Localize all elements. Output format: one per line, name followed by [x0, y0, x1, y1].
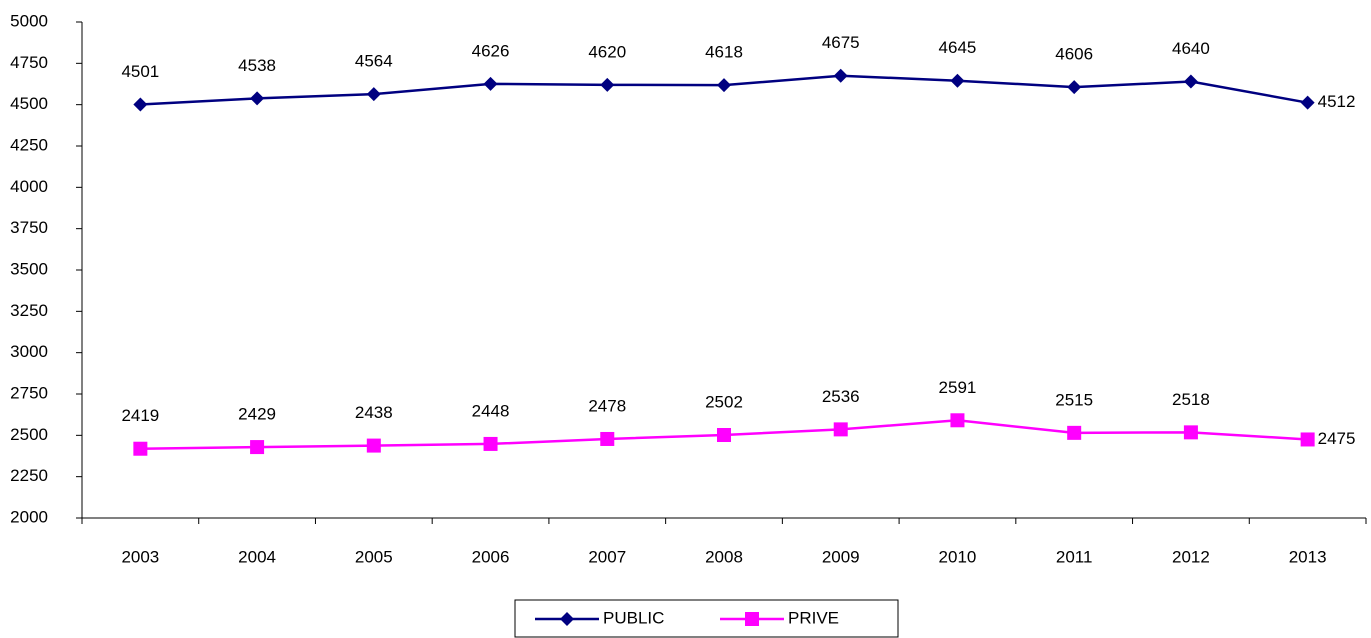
x-tick-label: 2006 [472, 547, 510, 566]
legend-marker [560, 612, 574, 626]
y-tick-label: 4500 [10, 94, 48, 113]
point [833, 422, 848, 437]
point [600, 431, 615, 446]
point [833, 68, 848, 83]
x-tick-label: 2009 [822, 547, 860, 566]
y-tick-label: 4250 [10, 135, 48, 154]
x-tick-label: 2010 [939, 547, 977, 566]
data-label: 2438 [355, 403, 393, 422]
point [1183, 425, 1198, 440]
y-tick-label: 2750 [10, 383, 48, 402]
point [1067, 80, 1082, 95]
data-label: 2478 [588, 396, 626, 415]
point [366, 438, 381, 453]
data-label: 2515 [1055, 390, 1093, 409]
data-label: 2475 [1318, 429, 1356, 448]
y-tick-label: 3750 [10, 218, 48, 237]
data-label: 4618 [705, 43, 743, 62]
point [250, 440, 265, 455]
y-tick-label: 2000 [10, 507, 48, 526]
point [483, 76, 498, 91]
data-label: 2536 [822, 387, 860, 406]
point [483, 436, 498, 451]
point [1067, 425, 1082, 440]
legend-label: PUBLIC [603, 608, 664, 627]
y-tick-label: 4000 [10, 177, 48, 196]
point [717, 78, 731, 93]
x-tick-label: 2013 [1289, 547, 1327, 566]
data-label: 4675 [822, 33, 860, 52]
x-tick-label: 2005 [355, 547, 393, 566]
y-tick-label: 4750 [10, 53, 48, 72]
data-label: 4606 [1055, 45, 1093, 64]
data-label: 4501 [121, 62, 159, 81]
legend-marker [745, 612, 759, 626]
data-label: 4645 [939, 38, 977, 57]
data-label: 2429 [238, 405, 276, 424]
y-tick-label: 2500 [10, 425, 48, 444]
data-label: 4620 [588, 42, 626, 61]
y-tick-label: 3500 [10, 259, 48, 278]
data-label: 2518 [1172, 390, 1210, 409]
x-tick-label: 2012 [1172, 547, 1210, 566]
point [250, 91, 265, 106]
x-tick-label: 2007 [588, 547, 626, 566]
data-label: 2448 [472, 401, 510, 420]
point [600, 77, 615, 92]
x-tick-label: 2004 [238, 547, 276, 566]
point [1183, 74, 1198, 89]
data-label: 2591 [939, 378, 977, 397]
data-label: 4640 [1172, 39, 1210, 58]
y-tick-label: 3250 [10, 301, 48, 320]
point [950, 413, 965, 428]
data-label: 4538 [238, 56, 276, 75]
point [133, 441, 148, 456]
point [717, 428, 731, 443]
y-tick-label: 2250 [10, 466, 48, 485]
data-label: 2502 [705, 392, 743, 411]
y-tick-label: 3000 [10, 342, 48, 361]
point [950, 73, 965, 88]
x-tick-label: 2003 [121, 547, 159, 566]
x-tick-label: 2008 [705, 547, 743, 566]
point [133, 97, 148, 112]
data-label: 4512 [1318, 92, 1356, 111]
data-label: 4626 [472, 41, 510, 60]
y-tick-label: 5000 [10, 11, 48, 30]
data-label: 2419 [121, 406, 159, 425]
point [366, 87, 381, 102]
x-tick-label: 2011 [1056, 547, 1093, 566]
point [1300, 432, 1315, 447]
point [1300, 95, 1315, 110]
legend-label: PRIVE [788, 608, 839, 627]
data-label: 4564 [355, 52, 393, 71]
